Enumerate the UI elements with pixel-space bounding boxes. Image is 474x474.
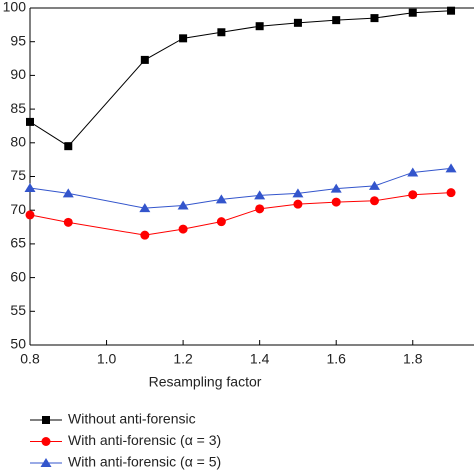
y-tick-label: 65 bbox=[10, 235, 26, 251]
marker bbox=[25, 210, 35, 220]
marker bbox=[408, 190, 418, 200]
marker bbox=[255, 204, 265, 214]
y-tick-label: 60 bbox=[10, 268, 26, 284]
x-tick-label: 1.4 bbox=[250, 351, 270, 367]
y-tick-label: 70 bbox=[10, 201, 26, 217]
y-tick-label: 90 bbox=[10, 66, 26, 82]
marker bbox=[407, 167, 419, 177]
marker bbox=[24, 182, 36, 192]
marker bbox=[62, 188, 74, 198]
y-tick-label: 75 bbox=[10, 167, 26, 183]
marker bbox=[332, 16, 341, 25]
marker bbox=[446, 188, 456, 198]
marker bbox=[447, 6, 456, 15]
series-line bbox=[29, 192, 452, 236]
x-tick-label: 1.6 bbox=[326, 351, 346, 367]
marker bbox=[255, 22, 264, 31]
marker bbox=[445, 163, 457, 173]
marker bbox=[26, 117, 34, 126]
marker bbox=[292, 188, 304, 198]
marker bbox=[178, 224, 188, 234]
y-tick-label: 85 bbox=[10, 100, 26, 116]
marker bbox=[42, 416, 50, 424]
legend-label: With anti-forensic (α = 3) bbox=[68, 432, 221, 448]
y-tick-label: 100 bbox=[3, 0, 27, 15]
marker bbox=[368, 180, 380, 190]
y-tick-label: 95 bbox=[10, 32, 26, 48]
y-tick-label: 80 bbox=[10, 134, 26, 150]
marker bbox=[293, 199, 303, 209]
series-line bbox=[29, 167, 452, 209]
marker bbox=[408, 8, 417, 17]
marker bbox=[140, 230, 150, 240]
x-tick-label: 0.8 bbox=[20, 351, 40, 367]
marker bbox=[217, 28, 226, 37]
marker bbox=[370, 14, 379, 23]
series-line bbox=[29, 10, 452, 147]
marker bbox=[40, 458, 52, 467]
marker bbox=[140, 55, 149, 64]
marker bbox=[215, 194, 227, 204]
x-tick-label: 1.2 bbox=[173, 351, 193, 367]
y-tick-label: 55 bbox=[10, 302, 26, 318]
marker bbox=[179, 34, 188, 43]
y-tick-label: 50 bbox=[10, 336, 26, 352]
marker bbox=[216, 217, 226, 227]
marker bbox=[177, 200, 189, 210]
legend-label: Without anti-forensic bbox=[68, 411, 196, 427]
marker bbox=[63, 217, 73, 227]
x-axis-label: Resampling factor bbox=[149, 374, 262, 390]
legend-label: With anti-forensic (α = 5) bbox=[68, 454, 221, 470]
marker bbox=[64, 142, 73, 151]
marker bbox=[139, 203, 151, 213]
x-tick-label: 1.0 bbox=[97, 351, 117, 367]
marker bbox=[293, 18, 302, 27]
marker bbox=[254, 190, 266, 200]
marker bbox=[330, 183, 342, 193]
marker bbox=[369, 196, 379, 206]
x-tick-label: 1.8 bbox=[403, 351, 423, 367]
marker bbox=[41, 437, 51, 446]
marker bbox=[331, 197, 341, 207]
